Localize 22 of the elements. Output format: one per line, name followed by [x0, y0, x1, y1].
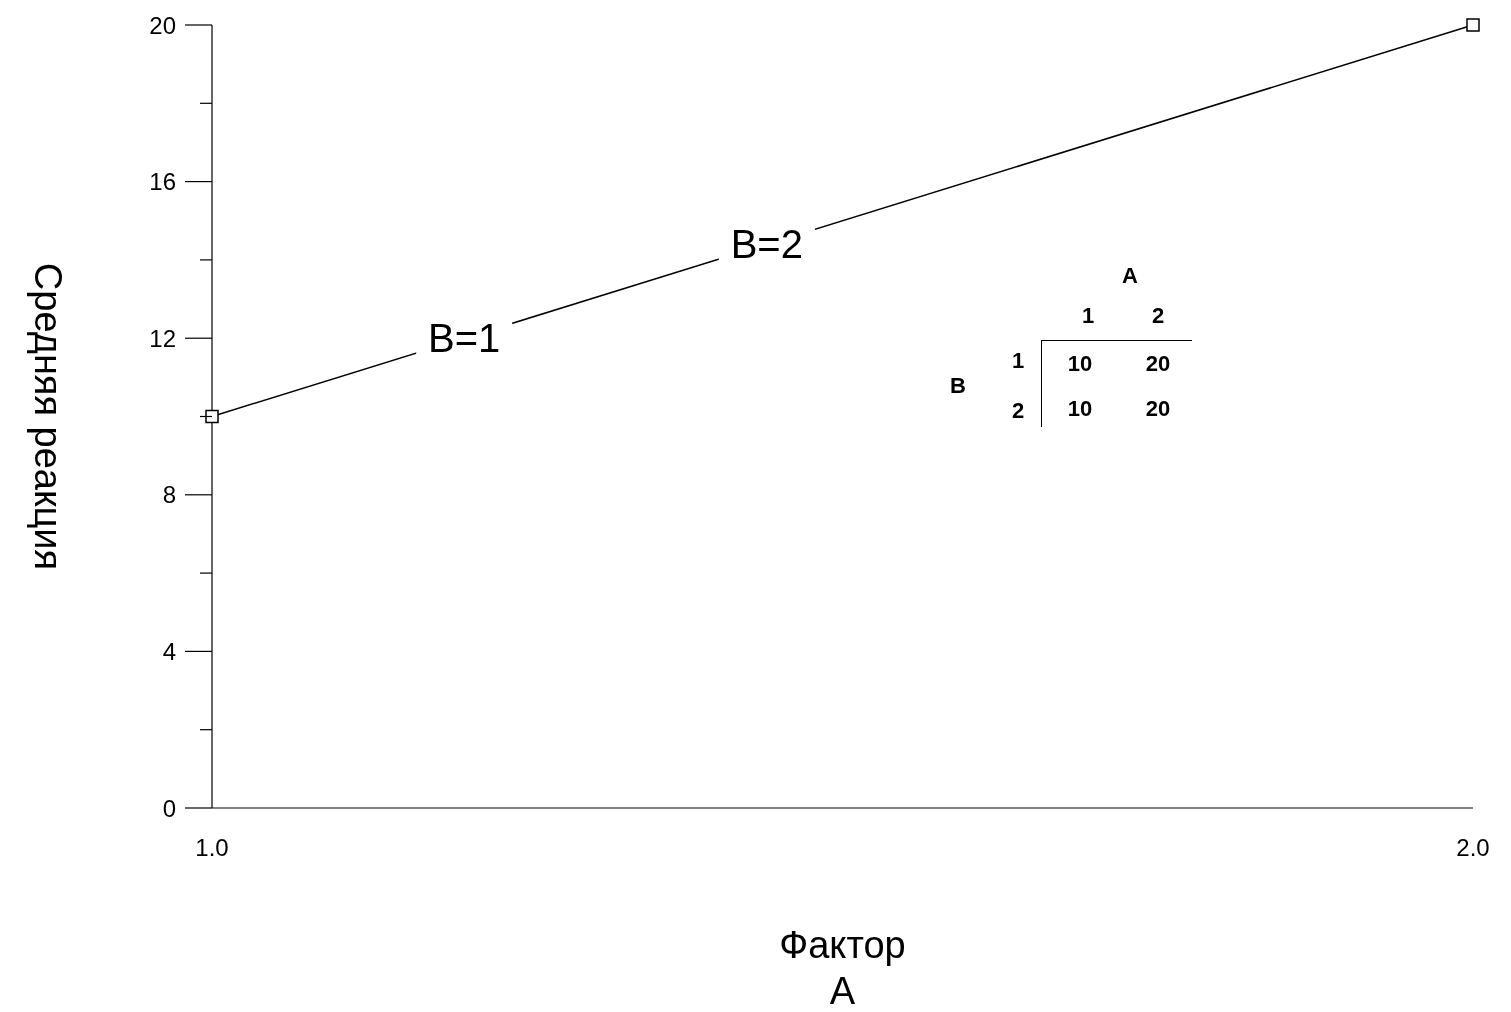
y-axis-title: Средняя реакция: [27, 262, 69, 571]
annotation: B=1: [428, 316, 501, 361]
annotation: 20: [1144, 396, 1172, 422]
y-tick-label: 12: [149, 324, 176, 352]
annotation: 10: [1066, 396, 1094, 422]
annotation: A: [1121, 263, 1139, 289]
annotation: B=2: [730, 222, 803, 267]
annotation: 2: [1010, 398, 1026, 424]
y-tick-label: 4: [162, 637, 176, 665]
y-tick-label: 0: [162, 794, 176, 822]
x-tick-label: 2.0: [1456, 834, 1490, 861]
y-tick-label: 16: [149, 168, 176, 196]
annotation: 10: [1066, 351, 1094, 377]
y-tick-label: 8: [162, 481, 176, 509]
annotation: 1: [1080, 303, 1096, 329]
x-tick-label: 1.0: [195, 834, 229, 861]
annotation: 2: [1150, 303, 1166, 329]
annotation: B: [949, 373, 967, 399]
annotation: 1: [1010, 348, 1026, 374]
annotation: 20: [1144, 351, 1172, 377]
y-tick-label: 20: [149, 11, 176, 39]
x-axis-title: Фактор A: [779, 924, 906, 1012]
